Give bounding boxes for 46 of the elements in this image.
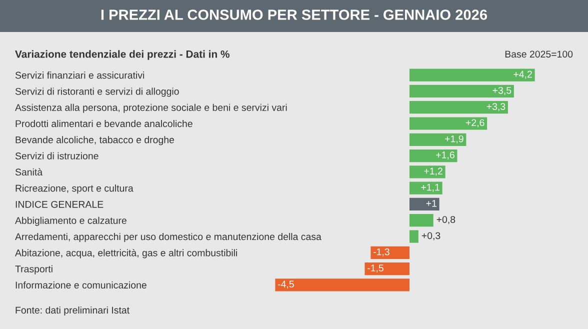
y-tick-label: Abitazione, acqua, elettricità, gas e altri combustibili [15, 249, 237, 258]
chart-title: I PREZZI AL CONSUMO PER SETTORE - GENNAIO 2026 [101, 10, 488, 20]
data-label: +1,6 [436, 152, 454, 160]
bar [275, 278, 410, 292]
y-tick-label: Assistenza alla persona, protezione sociale e beni e servizi vari [15, 104, 287, 113]
data-label: -1,3 [374, 248, 390, 256]
y-tick-label: Sanità [15, 168, 43, 176]
y-tick-label: Informazione e comunicazione [16, 281, 146, 289]
y-tick-label: INDICE GENERALE [16, 200, 104, 208]
bar [409, 101, 508, 114]
data-label: +3,3 [486, 103, 506, 112]
bar [409, 149, 458, 162]
bar [370, 246, 410, 259]
y-tick-label: Abbigliamento e calzature [15, 216, 126, 226]
bar [409, 117, 488, 130]
y-tick-label: Ricreazione, sport e cultura [16, 184, 134, 194]
y-tick-label: Trasporti [15, 265, 52, 274]
bar [409, 84, 514, 98]
data-label: +1,2 [424, 168, 442, 176]
y-tick-label: Arredamenti, apparecchi per uso domestico e manutenzione della casa [15, 232, 322, 242]
bar [409, 230, 418, 243]
data-label: +3,5 [492, 86, 512, 95]
bar [409, 214, 434, 227]
bar [409, 133, 466, 146]
text: Base 2025=100 [505, 50, 573, 58]
bar [409, 198, 440, 211]
y-tick-label: Servizi di ristoranti e servizi di alloggio [15, 88, 179, 97]
data-label: -1,5 [368, 264, 384, 273]
data-label: +2,6 [466, 119, 484, 128]
y-tick-label: Bevande alcoliche, tabacco e droghe [16, 136, 174, 146]
bar [409, 182, 442, 194]
data-label: +0,8 [436, 216, 456, 224]
data-label: +4,2 [514, 70, 532, 79]
text: Variazione tendenziale dei prezzi - Dati in % [15, 50, 230, 60]
bar [409, 68, 535, 82]
data-label: +1,1 [421, 184, 440, 192]
y-tick-label: Prodotti alimentari e bevande analcoliche [16, 120, 192, 128]
y-tick-label: Servizi di istruzione [15, 152, 98, 160]
bar [409, 166, 446, 178]
y-tick-label: Servizi finanziari e assicurativi [15, 72, 144, 79]
data-label: +1,9 [445, 135, 464, 144]
source-note: Fonte: dati preliminari Istat [16, 306, 130, 316]
data-label: +1 [426, 200, 436, 207]
data-label: +0,3 [422, 232, 440, 240]
data-label: -4,5 [278, 280, 294, 289]
bar [364, 262, 410, 276]
